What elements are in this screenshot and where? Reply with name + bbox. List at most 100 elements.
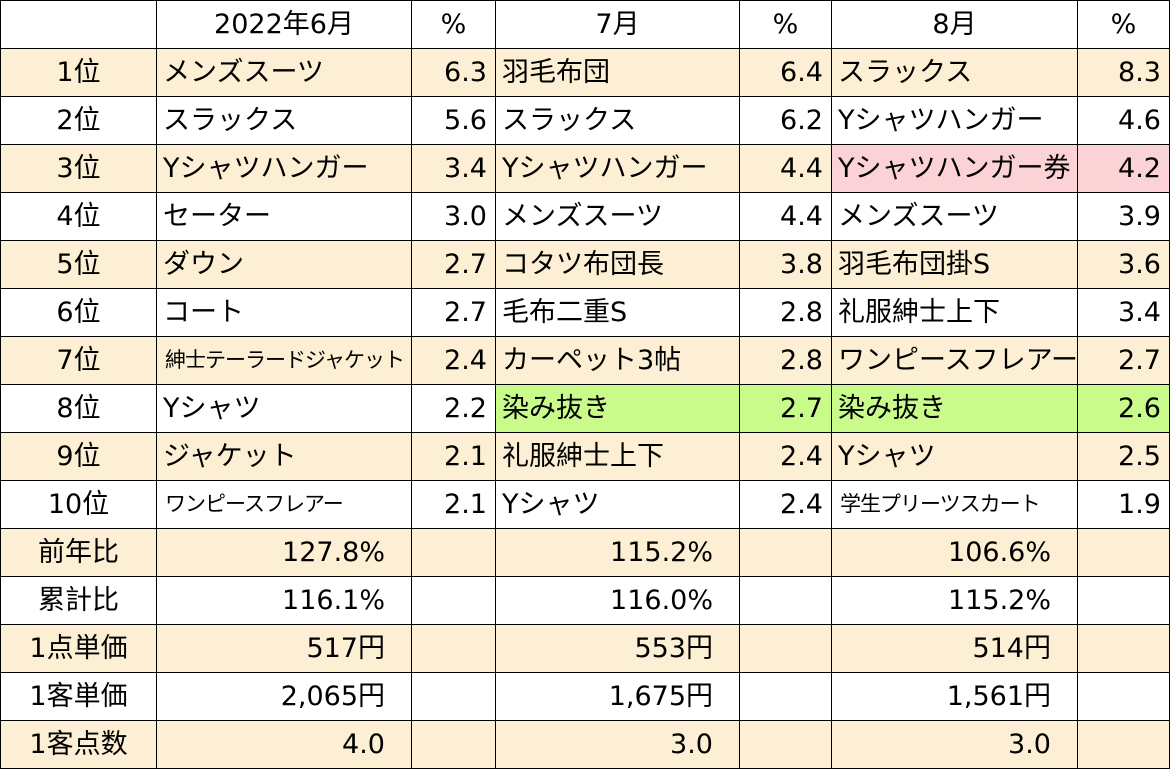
pct-june: 2.2 — [411, 384, 496, 433]
summary-spacer — [1077, 720, 1170, 769]
pct-june: 5.6 — [411, 96, 496, 145]
summary-label: 1点単価 — [0, 624, 157, 673]
rank-row: 5位 ダウン 2.7 コタツ布団長 3.8 羽毛布団掛S 3.6 — [0, 240, 1170, 289]
summary-value-june: 517円 — [156, 624, 412, 673]
item-june: 紳士テーラードジャケット — [156, 336, 412, 385]
pct-june: 6.3 — [411, 48, 496, 97]
rank-label: 9位 — [0, 432, 157, 481]
summary-value-august: 115.2% — [831, 576, 1078, 625]
item-june: メンズスーツ — [156, 48, 412, 97]
summary-value-august: 514円 — [831, 624, 1078, 673]
item-june: セーター — [156, 192, 412, 241]
summary-value-august: 106.6% — [831, 528, 1078, 577]
rank-label: 6位 — [0, 288, 157, 337]
header-month-july: 7月 — [495, 0, 740, 49]
summary-value-june: 2,065円 — [156, 672, 412, 721]
item-july: 羽毛布団 — [495, 48, 740, 97]
pct-august: 3.6 — [1077, 240, 1170, 289]
item-june: ダウン — [156, 240, 412, 289]
item-june: Yシャツ — [156, 384, 412, 433]
item-july-highlighted: 染み抜き — [495, 384, 740, 433]
summary-spacer — [411, 576, 496, 625]
summary-spacer — [1077, 528, 1170, 577]
item-august: Yシャツハンガー — [831, 96, 1078, 145]
item-august: Yシャツ — [831, 432, 1078, 481]
header-month-june: 2022年6月 — [156, 0, 412, 49]
summary-row-customer-price: 1客単価 2,065円 1,675円 1,561円 — [0, 672, 1170, 721]
item-june: コート — [156, 288, 412, 337]
pct-june: 2.7 — [411, 240, 496, 289]
header-pct-august: % — [1077, 0, 1170, 49]
pct-july: 2.4 — [739, 432, 832, 481]
rank-label: 4位 — [0, 192, 157, 241]
summary-spacer — [739, 624, 832, 673]
summary-value-july: 1,675円 — [495, 672, 740, 721]
rank-label: 2位 — [0, 96, 157, 145]
summary-value-june: 4.0 — [156, 720, 412, 769]
rank-label: 3位 — [0, 144, 157, 193]
pct-july: 6.4 — [739, 48, 832, 97]
summary-value-july: 3.0 — [495, 720, 740, 769]
summary-spacer — [739, 576, 832, 625]
rank-label: 7位 — [0, 336, 157, 385]
item-june: スラックス — [156, 96, 412, 145]
pct-august: 1.9 — [1077, 480, 1170, 529]
pct-july: 3.8 — [739, 240, 832, 289]
summary-spacer — [739, 720, 832, 769]
summary-value-august: 1,561円 — [831, 672, 1078, 721]
summary-row-cumulative: 累計比 116.1% 116.0% 115.2% — [0, 576, 1170, 625]
pct-august: 8.3 — [1077, 48, 1170, 97]
item-july: Yシャツ — [495, 480, 740, 529]
item-june: ワンピースフレアー — [156, 480, 412, 529]
pct-july: 6.2 — [739, 96, 832, 145]
summary-spacer — [739, 528, 832, 577]
item-august: メンズスーツ — [831, 192, 1078, 241]
summary-value-june: 116.1% — [156, 576, 412, 625]
pct-august-highlighted: 2.6 — [1077, 384, 1170, 433]
pct-july: 2.8 — [739, 288, 832, 337]
summary-value-august: 3.0 — [831, 720, 1078, 769]
header-rank-cell — [0, 0, 157, 49]
pct-august: 4.6 — [1077, 96, 1170, 145]
rank-row: 8位 Yシャツ 2.2 染み抜き 2.7 染み抜き 2.6 — [0, 384, 1170, 433]
rank-row: 9位 ジャケット 2.1 礼服紳士上下 2.4 Yシャツ 2.5 — [0, 432, 1170, 481]
item-august: 礼服紳士上下 — [831, 288, 1078, 337]
summary-label: 累計比 — [0, 576, 157, 625]
pct-june: 2.4 — [411, 336, 496, 385]
item-june: ジャケット — [156, 432, 412, 481]
rank-row: 10位 ワンピースフレアー 2.1 Yシャツ 2.4 学生プリーツスカート 1.… — [0, 480, 1170, 529]
summary-row-yoy: 前年比 127.8% 115.2% 106.6% — [0, 528, 1170, 577]
summary-label: 1客単価 — [0, 672, 157, 721]
summary-label: 前年比 — [0, 528, 157, 577]
pct-july: 4.4 — [739, 192, 832, 241]
pct-june: 2.1 — [411, 432, 496, 481]
item-july: 礼服紳士上下 — [495, 432, 740, 481]
pct-july-highlighted: 2.7 — [739, 384, 832, 433]
rank-row: 4位 セーター 3.0 メンズスーツ 4.4 メンズスーツ 3.9 — [0, 192, 1170, 241]
summary-row-items-per-customer: 1客点数 4.0 3.0 3.0 — [0, 720, 1170, 769]
rank-label: 5位 — [0, 240, 157, 289]
item-july: スラックス — [495, 96, 740, 145]
pct-july: 2.8 — [739, 336, 832, 385]
rank-label: 10位 — [0, 480, 157, 529]
item-june: Yシャツハンガー — [156, 144, 412, 193]
summary-spacer — [1077, 624, 1170, 673]
rank-label: 1位 — [0, 48, 157, 97]
rank-row: 2位 スラックス 5.6 スラックス 6.2 Yシャツハンガー 4.6 — [0, 96, 1170, 145]
summary-spacer — [411, 528, 496, 577]
item-july: コタツ布団長 — [495, 240, 740, 289]
header-pct-july: % — [739, 0, 832, 49]
pct-july: 2.4 — [739, 480, 832, 529]
summary-row-unit-price: 1点単価 517円 553円 514円 — [0, 624, 1170, 673]
summary-spacer — [411, 624, 496, 673]
summary-value-june: 127.8% — [156, 528, 412, 577]
pct-june: 3.0 — [411, 192, 496, 241]
pct-june: 2.7 — [411, 288, 496, 337]
header-row: 2022年6月 % 7月 % 8月 % — [0, 0, 1170, 49]
rank-row: 3位 Yシャツハンガー 3.4 Yシャツハンガー 4.4 Yシャツハンガー券 4… — [0, 144, 1170, 193]
rank-row: 7位 紳士テーラードジャケット 2.4 カーペット3帖 2.8 ワンピースフレア… — [0, 336, 1170, 385]
rank-row: 1位 メンズスーツ 6.3 羽毛布団 6.4 スラックス 8.3 — [0, 48, 1170, 97]
summary-value-july: 116.0% — [495, 576, 740, 625]
summary-value-july: 115.2% — [495, 528, 740, 577]
